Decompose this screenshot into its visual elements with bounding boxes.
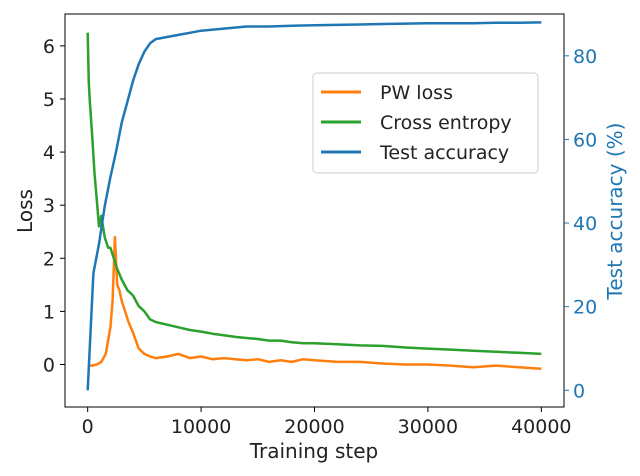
y-tick-label-right: 40 <box>573 213 597 235</box>
y-axis-right: 0 20 40 60 80 <box>564 46 597 402</box>
y-tick-label-right: 80 <box>573 46 597 68</box>
series-line-pw-loss <box>87 235 542 371</box>
y-axis-left: 0 1 2 3 4 5 6 <box>43 36 65 377</box>
legend-label-cross-entropy: Cross entropy <box>380 112 512 134</box>
y-tick-label-right: 20 <box>573 297 597 319</box>
x-tick-label: 10000 <box>171 416 231 438</box>
y-axis-right-title: Test accuracy (%) <box>603 123 627 301</box>
y-tick-label-left: 3 <box>43 195 55 217</box>
y-tick-label-left: 1 <box>43 301 55 323</box>
legend-label-test-accuracy: Test accuracy <box>379 142 509 164</box>
legend-label-pw-loss: PW loss <box>380 82 453 104</box>
y-tick-label-left: 0 <box>43 355 55 377</box>
y-tick-label-left: 5 <box>43 89 55 111</box>
y-tick-label-left: 2 <box>43 248 55 270</box>
y-axis-left-title: Loss <box>13 189 37 233</box>
legend: PW loss Cross entropy Test accuracy <box>312 72 539 174</box>
y-tick-label-left: 6 <box>43 36 55 58</box>
x-axis-title: Training step <box>249 439 379 463</box>
series-line-test-accuracy <box>86 21 542 391</box>
y-tick-label-left: 4 <box>43 142 55 164</box>
x-axis: 0 10000 20000 30000 40000 <box>82 407 572 438</box>
legend-box <box>312 72 539 174</box>
x-tick-label: 0 <box>82 416 94 438</box>
x-tick-label: 20000 <box>284 416 344 438</box>
y-tick-label-right: 0 <box>573 380 585 402</box>
x-tick-label: 40000 <box>511 416 571 438</box>
y-tick-label-right: 60 <box>573 129 597 151</box>
series-layer <box>86 21 542 391</box>
x-tick-label: 30000 <box>398 416 458 438</box>
